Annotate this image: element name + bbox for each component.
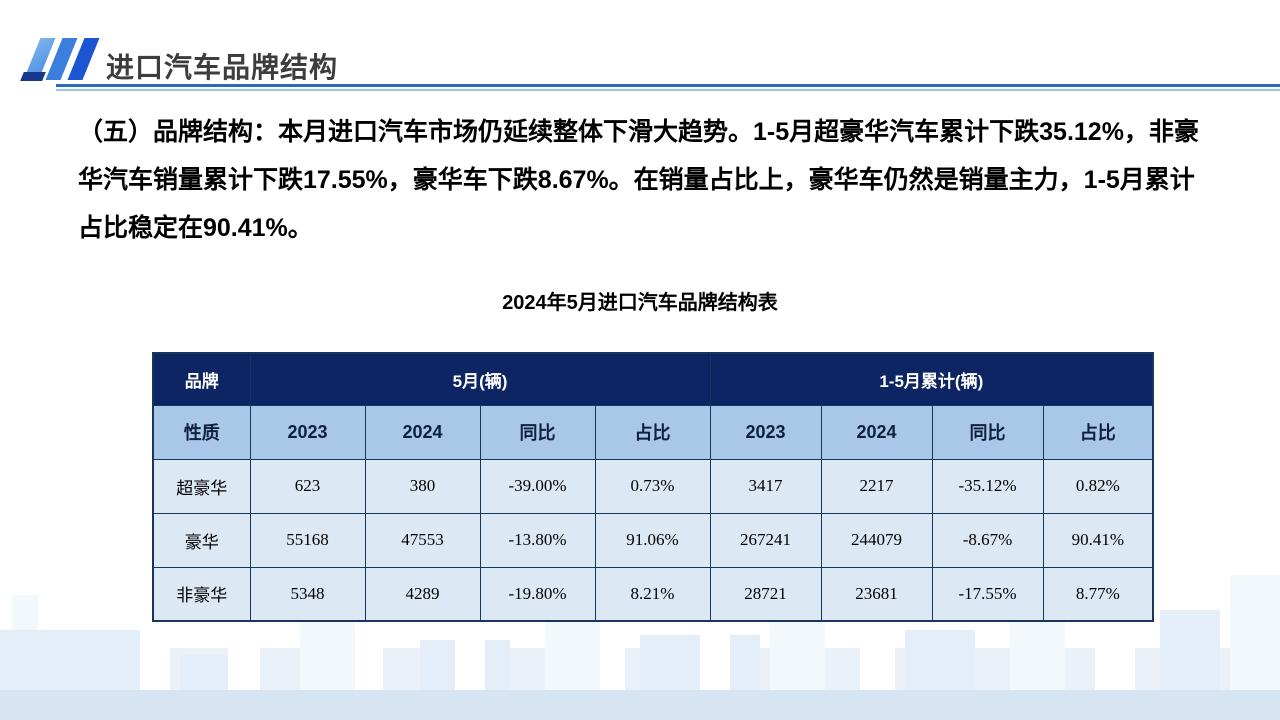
table-cell: 380 bbox=[364, 458, 481, 514]
table-cell: -35.12% bbox=[931, 458, 1044, 514]
slash-icon bbox=[20, 72, 46, 81]
header-rule-dark bbox=[56, 84, 1280, 87]
table-title: 2024年5月进口汽车品牌结构表 bbox=[502, 292, 778, 314]
header-cumulative-group: 1-5月累计(辆) bbox=[709, 352, 1154, 406]
table-cell: 8.21% bbox=[594, 566, 711, 622]
subheader-cell: 2024 bbox=[364, 404, 481, 460]
table-cell: -17.55% bbox=[931, 566, 1044, 622]
slide-header: 进口汽车品牌结构 bbox=[0, 0, 1280, 100]
row-label: 豪华 bbox=[152, 512, 251, 568]
table-row-non-luxury: 非豪华 5348 4289 -19.80% 8.21% 28721 23681 … bbox=[152, 566, 1154, 622]
table-group-header-row: 品牌 5月(辆) 1-5月累计(辆) bbox=[152, 352, 1154, 406]
table-cell: -19.80% bbox=[479, 566, 596, 622]
summary-paragraph: （五）品牌结构：本月进口汽车市场仍延续整体下滑大趋势。1-5月超豪华汽车累计下跌… bbox=[78, 118, 1199, 242]
skyline-building bbox=[0, 630, 150, 690]
table-cell: 0.82% bbox=[1042, 458, 1154, 514]
page-title: 进口汽车品牌结构 bbox=[106, 52, 339, 83]
table-cell: 623 bbox=[249, 458, 366, 514]
table-cell: 2217 bbox=[820, 458, 933, 514]
header-brand: 品牌 bbox=[152, 352, 251, 406]
skyline-building bbox=[1230, 575, 1280, 690]
skyline-decoration bbox=[0, 545, 1280, 720]
table-cell: 23681 bbox=[820, 566, 933, 622]
row-label: 超豪华 bbox=[152, 458, 251, 514]
table-row-super-luxury: 超豪华 623 380 -39.00% 0.73% 3417 2217 -35.… bbox=[152, 458, 1154, 514]
subheader-nature: 性质 bbox=[152, 404, 251, 460]
table-cell: 5348 bbox=[249, 566, 366, 622]
table-cell: 3417 bbox=[709, 458, 822, 514]
table-cell: 55168 bbox=[249, 512, 366, 568]
table-cell: 267241 bbox=[709, 512, 822, 568]
subheader-cell: 2024 bbox=[820, 404, 933, 460]
table-cell: 47553 bbox=[364, 512, 481, 568]
triple-slash-icon bbox=[20, 38, 112, 88]
table-cell: 0.73% bbox=[594, 458, 711, 514]
subheader-cell: 同比 bbox=[479, 404, 596, 460]
skyline-building bbox=[1160, 610, 1220, 690]
skyline-building bbox=[905, 630, 975, 690]
skyline-base-band bbox=[0, 690, 1280, 720]
table-cell: 244079 bbox=[820, 512, 933, 568]
subheader-cell: 同比 bbox=[931, 404, 1044, 460]
table-row-luxury: 豪华 55168 47553 -13.80% 91.06% 267241 244… bbox=[152, 512, 1154, 568]
header-may-group: 5月(辆) bbox=[249, 352, 711, 406]
subheader-cell: 占比 bbox=[1042, 404, 1154, 460]
table-cell: 28721 bbox=[709, 566, 822, 622]
table-cell: 90.41% bbox=[1042, 512, 1154, 568]
brand-structure-table: 品牌 5月(辆) 1-5月累计(辆) 性质 2023 2024 同比 占比 20… bbox=[152, 352, 1155, 622]
table-cell: -39.00% bbox=[479, 458, 596, 514]
subheader-cell: 2023 bbox=[709, 404, 822, 460]
table-cell: 4289 bbox=[364, 566, 481, 622]
table-cell: -8.67% bbox=[931, 512, 1044, 568]
subheader-cell: 2023 bbox=[249, 404, 366, 460]
skyline-building bbox=[600, 615, 625, 690]
table-cell: 8.77% bbox=[1042, 566, 1154, 622]
table-subheader-row: 性质 2023 2024 同比 占比 2023 2024 同比 占比 bbox=[152, 404, 1154, 460]
table-cell: 91.06% bbox=[594, 512, 711, 568]
subheader-cell: 占比 bbox=[594, 404, 711, 460]
row-label: 非豪华 bbox=[152, 566, 251, 622]
table-cell: -13.80% bbox=[479, 512, 596, 568]
header-rule-light bbox=[56, 89, 1280, 91]
